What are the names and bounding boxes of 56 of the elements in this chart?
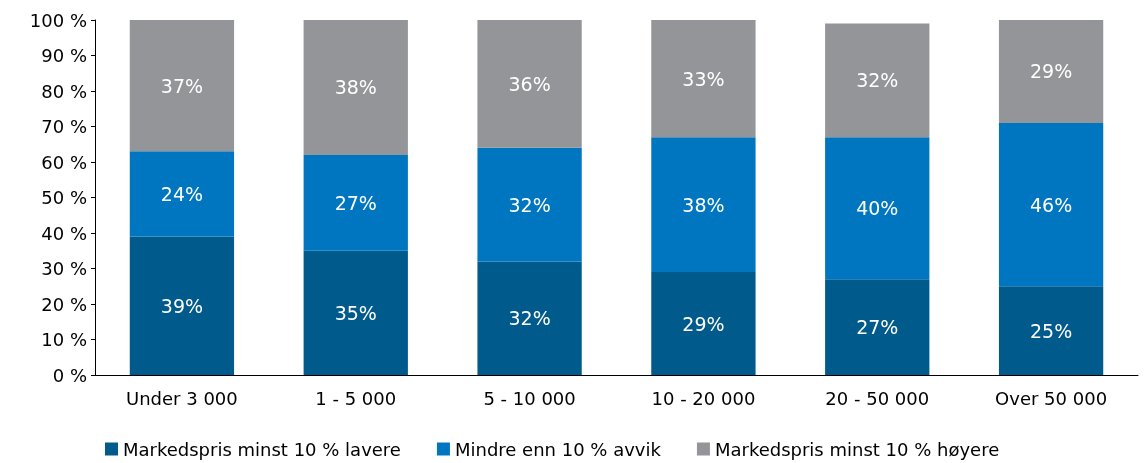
bar <box>825 23 930 138</box>
x-tick-label: Under 3 000 <box>126 387 238 409</box>
bar <box>477 20 582 148</box>
x-tick-label: Over 50 000 <box>995 387 1108 409</box>
bar <box>129 20 235 152</box>
legend-label: Markedspris minst 10 % lavere <box>123 438 401 460</box>
data-label: 32% <box>508 307 551 330</box>
bar <box>825 279 930 375</box>
data-label: 38% <box>682 193 725 216</box>
y-tick-label: 10 % <box>41 329 87 350</box>
bar <box>998 286 1104 375</box>
data-label: 39% <box>160 294 204 317</box>
bar <box>303 250 408 375</box>
bar <box>303 20 408 155</box>
y-tick-label: 70 % <box>41 116 87 137</box>
y-tick-label: 80 % <box>41 80 87 102</box>
bar <box>303 154 408 251</box>
bar <box>998 20 1104 123</box>
y-tick-label: 30 % <box>41 258 87 279</box>
x-tick-label: 10 - 20 000 <box>651 387 756 409</box>
bar <box>129 151 235 237</box>
bar <box>825 137 930 280</box>
data-label: 46% <box>1029 193 1073 216</box>
data-label: 25% <box>1029 319 1073 342</box>
data-label: 27% <box>334 191 377 214</box>
x-tick-label: 20 - 50 000 <box>825 387 930 409</box>
bar <box>129 236 235 375</box>
data-label: 40% <box>856 197 899 220</box>
bar <box>651 272 756 375</box>
bar <box>477 261 582 375</box>
data-label: 29% <box>682 312 725 335</box>
y-tick-label: 40 % <box>41 222 87 244</box>
legend-label: Mindre enn 10 % avvik <box>454 438 662 460</box>
y-tick-label: 0 % <box>52 364 87 386</box>
data-label: 35% <box>334 301 377 324</box>
data-label: 24% <box>160 182 204 205</box>
x-tick-label: 1 - 5 000 <box>315 387 397 409</box>
data-label: 32% <box>856 69 899 92</box>
bar <box>477 147 582 262</box>
data-label: 37% <box>160 74 204 97</box>
data-label: 27% <box>856 316 899 339</box>
y-tick-label: 20 % <box>41 293 87 315</box>
x-tick-label: 5 - 10 000 <box>483 387 576 409</box>
data-label: 29% <box>1029 60 1073 83</box>
y-tick-label: 90 % <box>41 45 87 66</box>
y-tick-label: 60 % <box>41 151 87 173</box>
y-tick-label: 100 % <box>29 9 87 31</box>
y-tick-label: 50 % <box>41 187 87 208</box>
data-label: 38% <box>334 76 377 99</box>
bar <box>651 137 756 273</box>
data-label: 32% <box>508 193 551 216</box>
legend-label: Markedspris minst 10 % høyere <box>714 438 1000 460</box>
data-label: 33% <box>682 67 725 90</box>
bar <box>998 122 1104 287</box>
data-label: 36% <box>508 72 551 95</box>
bar <box>651 20 756 138</box>
